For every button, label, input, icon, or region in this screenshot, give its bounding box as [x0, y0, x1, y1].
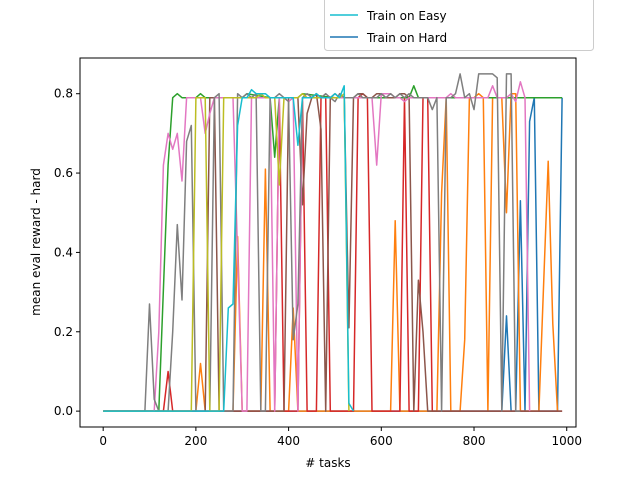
x-tick-label: 1000 — [551, 434, 582, 448]
x-tick-label: 400 — [277, 434, 300, 448]
x-tick-label: 200 — [184, 434, 207, 448]
y-axis-label: mean eval reward - hard — [29, 168, 43, 316]
x-tick-label: 800 — [463, 434, 486, 448]
y-tick-label: 0.0 — [54, 404, 73, 418]
x-axis-label: # tasks — [305, 456, 350, 470]
series-line-7 — [103, 73, 521, 412]
x-tick-label: 600 — [370, 434, 393, 448]
legend-box — [324, 0, 594, 51]
series-line-9 — [103, 85, 355, 412]
series-layer — [103, 73, 563, 412]
y-axis-ticks: 0.0 0.2 0.4 0.6 0.8 — [54, 87, 80, 418]
plot-frame — [79, 57, 577, 428]
y-tick-label: 0.2 — [54, 325, 73, 339]
y-tick-label: 0.6 — [54, 166, 73, 180]
legend: Train on Easy Train on Hard — [324, 0, 594, 51]
x-axis-ticks: 0 200 400 600 800 1000 — [99, 427, 582, 448]
x-tick-label: 0 — [99, 434, 107, 448]
legend-label-train-on-easy: Train on Easy — [366, 9, 447, 23]
legend-label-train-on-hard: Train on Hard — [366, 31, 447, 45]
y-tick-label: 0.4 — [54, 245, 73, 259]
y-tick-label: 0.8 — [54, 87, 73, 101]
